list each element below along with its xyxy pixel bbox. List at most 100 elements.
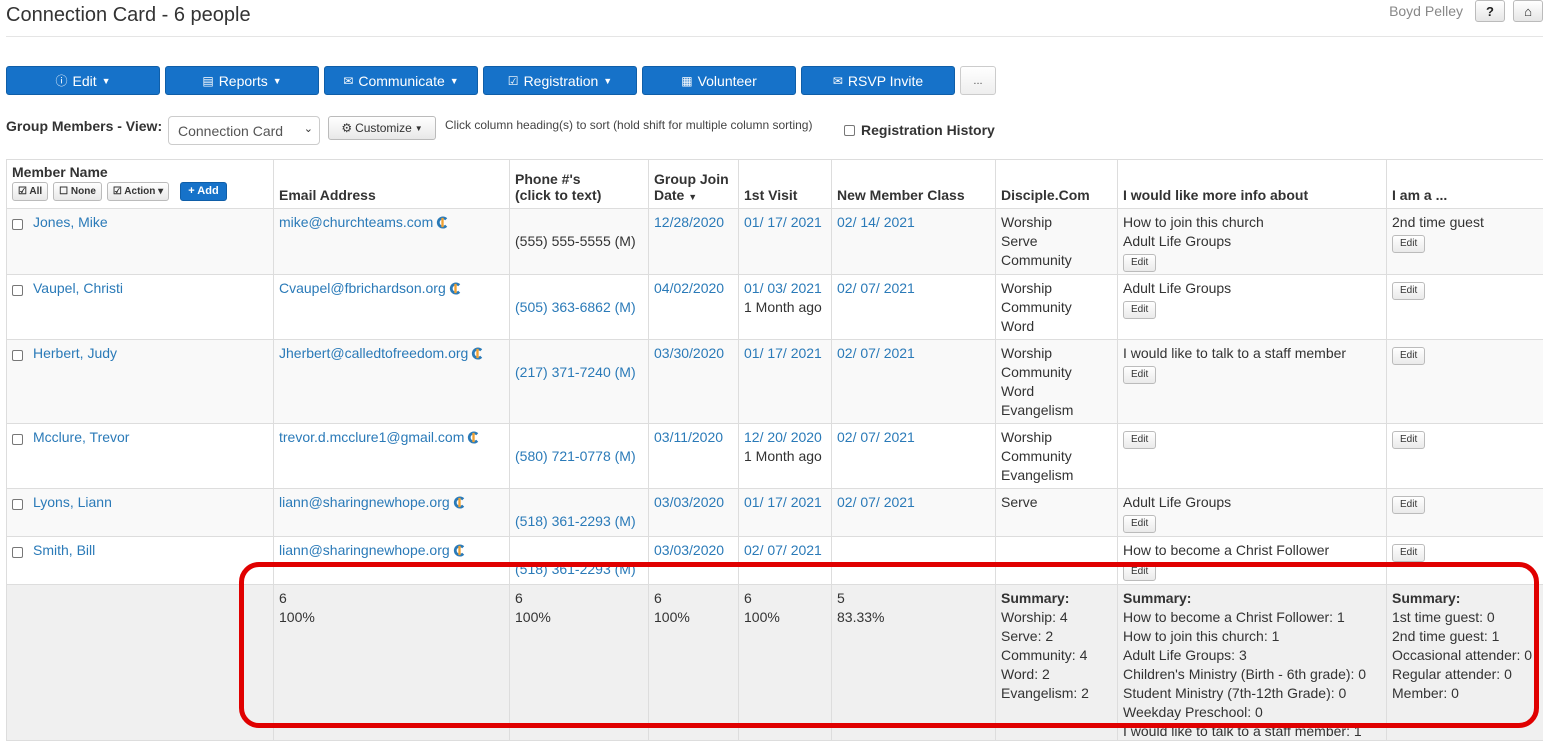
more-info-item: How to become a Christ Follower <box>1123 542 1330 558</box>
registration-history-toggle[interactable]: Registration History <box>844 122 995 138</box>
header-more-info[interactable]: I would like more info about <box>1117 160 1386 208</box>
row-checkbox[interactable] <box>12 219 23 230</box>
header-disciple[interactable]: Disciple.Com <box>995 160 1117 208</box>
edit-button[interactable]: Edit <box>1123 515 1157 533</box>
phone-link[interactable]: (505) 363-6862 (M) <box>515 299 636 315</box>
row-checkbox[interactable] <box>12 547 23 558</box>
toolbar-button-reports[interactable]: ▤ Reports ▼ <box>165 66 319 95</box>
user-name[interactable]: Boyd Pelley <box>1389 3 1463 19</box>
member-name-link[interactable]: Smith, Bill <box>33 542 96 558</box>
action-label: Action <box>124 186 156 197</box>
join-date-link[interactable]: 03/11/2020 <box>654 429 724 445</box>
new-member-class-link[interactable]: 02/ 07/ 2021 <box>837 345 915 361</box>
edit-button[interactable]: Edit <box>1123 431 1157 449</box>
email-link[interactable]: Jherbert@calledtofreedom.org <box>279 345 469 361</box>
member-name-link[interactable]: Jones, Mike <box>33 214 108 230</box>
select-all-label: All <box>29 186 43 197</box>
toolbar-button-edit[interactable]: ⓘ Edit ▼ <box>6 66 160 95</box>
edit-button[interactable]: Edit <box>1392 496 1426 514</box>
new-member-class-link[interactable]: 02/ 14/ 2021 <box>837 214 915 230</box>
first-visit-link[interactable]: 12/ 20/ 2020 <box>744 429 822 445</box>
churchteams-icon[interactable] <box>453 495 466 509</box>
edit-button[interactable]: Edit <box>1392 544 1426 562</box>
churchteams-icon[interactable] <box>449 281 462 295</box>
edit-button[interactable]: Edit <box>1123 301 1157 319</box>
row-checkbox[interactable] <box>12 350 23 361</box>
member-name-link[interactable]: Mcclure, Trevor <box>33 429 130 445</box>
churchteams-icon[interactable] <box>471 346 484 360</box>
first-visit-link[interactable]: 01/ 03/ 2021 <box>744 280 822 296</box>
join-date-link[interactable]: 03/03/2020 <box>654 542 725 558</box>
phone-link[interactable]: (518) 361-2293 (M) <box>515 513 636 529</box>
first-visit-link[interactable]: 01/ 17/ 2021 <box>744 214 822 230</box>
edit-button[interactable]: Edit <box>1123 366 1157 384</box>
join-date-link[interactable]: 03/30/2020 <box>654 345 725 361</box>
first-visit-link[interactable]: 02/ 07/ 2021 <box>744 542 822 558</box>
row-checkbox[interactable] <box>12 285 23 296</box>
first-visit-link[interactable]: 01/ 17/ 2021 <box>744 345 822 361</box>
disciple-item: Word <box>1001 318 1035 334</box>
header-first-visit[interactable]: 1st Visit <box>738 160 831 208</box>
join-date-cell: 03/03/2020 <box>648 489 738 536</box>
view-select[interactable]: Connection Card ⌄ <box>168 116 320 145</box>
email-link[interactable]: mike@churchteams.com <box>279 214 434 230</box>
registration-history-checkbox[interactable] <box>844 124 855 136</box>
new-member-class-link[interactable]: 02/ 07/ 2021 <box>837 429 915 445</box>
help-icon[interactable]: ? <box>1475 0 1505 22</box>
join-date-link[interactable]: 03/03/2020 <box>654 494 725 510</box>
edit-button[interactable]: Edit <box>1123 563 1157 581</box>
new-member-class-link[interactable]: 02/ 07/ 2021 <box>837 494 915 510</box>
row-checkbox[interactable] <box>12 434 23 445</box>
member-name-link[interactable]: Herbert, Judy <box>33 345 118 361</box>
join-date-link[interactable]: 04/02/2020 <box>654 280 725 296</box>
email-link[interactable]: liann@sharingnewhope.org <box>279 542 450 558</box>
phone-link[interactable]: (555) 555-5555 (M) <box>515 233 636 249</box>
table-row: Mcclure, Trevor trevor.d.mcclure1@gmail.c… <box>6 424 1543 489</box>
churchteams-icon[interactable] <box>453 543 466 557</box>
edit-button[interactable]: Edit <box>1392 347 1426 365</box>
action-button[interactable]: ☑ Action ▾ <box>106 182 170 201</box>
email-link[interactable]: trevor.d.mcclure1@gmail.com <box>279 429 465 445</box>
disciple-item: Community <box>1001 448 1072 464</box>
phone-link[interactable]: (580) 721-0778 (M) <box>515 448 636 464</box>
edit-button[interactable]: Edit <box>1392 235 1426 253</box>
header-email[interactable]: Email Address <box>273 160 509 208</box>
toolbar-button-rsvp-invite[interactable]: ✉ RSVP Invite <box>801 66 955 95</box>
edit-button[interactable]: Edit <box>1392 282 1426 300</box>
header-new-member-class[interactable]: New Member Class <box>831 160 995 208</box>
phone-link[interactable]: (217) 371-7240 (M) <box>515 364 636 380</box>
view-row: Group Members - View: Connection Card ⌄ … <box>6 116 1106 146</box>
edit-button[interactable]: Edit <box>1123 254 1157 272</box>
email-link[interactable]: Cvaupel@fbrichardson.org <box>279 280 446 296</box>
first-visit-link[interactable]: 01/ 17/ 2021 <box>744 494 822 510</box>
header-phone[interactable]: Phone #'s (click to text) <box>509 160 648 208</box>
email-cell: Jherbert@calledtofreedom.org <box>273 340 509 423</box>
join-date-link[interactable]: 12/28/2020 <box>654 214 725 230</box>
customize-button[interactable]: ⚙ Customize ▼ <box>328 116 436 140</box>
summary-count: 6 <box>515 590 523 606</box>
row-checkbox[interactable] <box>12 499 23 510</box>
header-join-date[interactable]: Group Join Date ▼ <box>648 160 738 208</box>
join-date-cell: 03/30/2020 <box>648 340 738 423</box>
churchteams-icon[interactable] <box>467 430 480 444</box>
churchteams-icon[interactable] <box>436 215 449 229</box>
header-i-am[interactable]: I am a ... <box>1386 160 1543 208</box>
new-member-class-link[interactable]: 02/ 07/ 2021 <box>837 280 915 296</box>
edit-button[interactable]: Edit <box>1392 431 1426 449</box>
email-link[interactable]: liann@sharingnewhope.org <box>279 494 450 510</box>
member-name-link[interactable]: Lyons, Liann <box>33 494 112 510</box>
new-member-class-cell: 02/ 07/ 2021 <box>831 424 995 488</box>
toolbar-button-communicate[interactable]: ✉ Communicate ▼ <box>324 66 478 95</box>
toolbar-button-registration[interactable]: ☑ Registration ▼ <box>483 66 637 95</box>
more-button[interactable]: ... <box>960 66 996 95</box>
member-name-wrap: Smith, Bill <box>12 541 268 560</box>
i-am-cell: Edit <box>1386 537 1543 584</box>
summary-member <box>6 585 273 740</box>
select-all-button[interactable]: ☑ All <box>12 182 49 201</box>
select-none-button[interactable]: ☐ None <box>53 182 102 201</box>
add-member-button[interactable]: + Add <box>180 182 227 201</box>
member-name-link[interactable]: Vaupel, Christi <box>33 280 124 296</box>
member-name-heading[interactable]: Member Name <box>12 164 108 180</box>
toolbar-button-volunteer[interactable]: ▦ Volunteer <box>642 66 796 95</box>
home-icon[interactable]: ⌂ <box>1513 0 1543 22</box>
